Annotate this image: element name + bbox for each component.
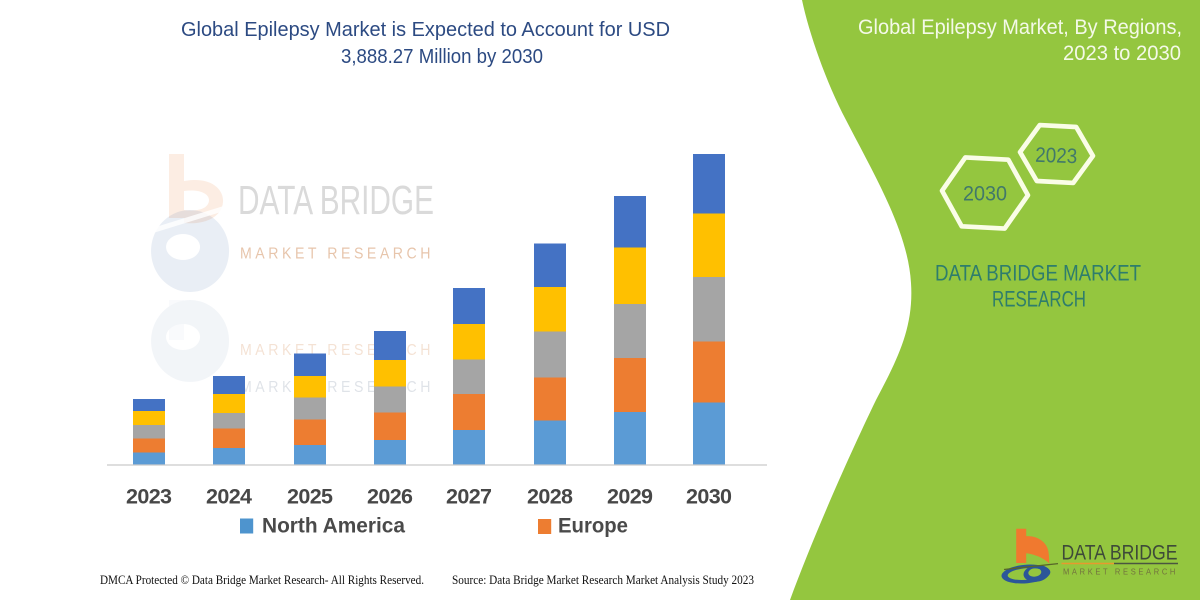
svg-text:2028: 2028 [527,485,573,509]
svg-text:2029: 2029 [607,485,653,509]
svg-text:3,888.27 Million by 2030: 3,888.27 Million by 2030 [341,45,543,68]
svg-text:2023 to 2030: 2023 to 2030 [1063,42,1181,65]
svg-text:Global Epilepsy Market is Expe: Global Epilepsy Market is Expected to Ac… [181,18,670,41]
svg-text:DATA BRIDGE MARKET: DATA BRIDGE MARKET [935,261,1141,286]
svg-text:2024: 2024 [206,485,252,509]
svg-text:2025: 2025 [287,485,333,509]
svg-text:DMCA Protected © Data Bridge M: DMCA Protected © Data Bridge Market Rese… [100,573,424,587]
svg-text:RESEARCH: RESEARCH [992,287,1086,312]
svg-text:DATA BRIDGE: DATA BRIDGE [1062,541,1178,564]
svg-text:Source: Data Bridge Market Res: Source: Data Bridge Market Research Mark… [452,573,754,587]
svg-text:DATA BRIDGE: DATA BRIDGE [238,177,434,223]
svg-text:Global Epilepsy Market, By Reg: Global Epilepsy Market, By Regions, [858,16,1182,39]
svg-text:2030: 2030 [963,183,1007,206]
svg-text:2023: 2023 [126,485,172,509]
svg-text:2027: 2027 [446,485,492,509]
svg-text:MARKET RESEARCH: MARKET RESEARCH [240,246,434,263]
svg-text:North America: North America [262,514,406,538]
svg-text:2026: 2026 [367,485,413,509]
svg-text:2030: 2030 [686,485,732,509]
svg-text:MARKET RESEARCH: MARKET RESEARCH [1063,566,1178,576]
svg-text:2023: 2023 [1035,144,1078,168]
svg-text:Europe: Europe [558,514,628,538]
